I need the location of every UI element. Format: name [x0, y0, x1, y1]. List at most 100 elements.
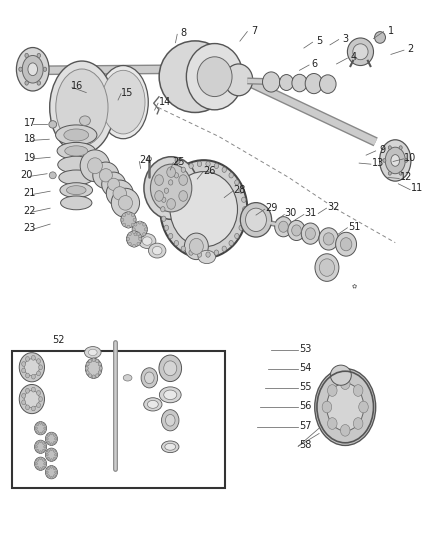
- Ellipse shape: [19, 353, 45, 382]
- Ellipse shape: [47, 475, 49, 477]
- Text: 53: 53: [299, 344, 311, 354]
- Ellipse shape: [92, 358, 95, 362]
- Ellipse shape: [132, 228, 135, 231]
- Ellipse shape: [99, 367, 102, 370]
- Ellipse shape: [239, 188, 244, 193]
- Ellipse shape: [320, 75, 336, 93]
- Ellipse shape: [143, 223, 145, 226]
- Ellipse shape: [53, 467, 56, 470]
- Ellipse shape: [88, 359, 92, 363]
- Ellipse shape: [162, 197, 166, 203]
- Ellipse shape: [161, 207, 165, 212]
- Ellipse shape: [32, 356, 35, 360]
- Ellipse shape: [46, 432, 57, 446]
- Ellipse shape: [383, 159, 386, 163]
- Ellipse shape: [86, 362, 89, 366]
- Ellipse shape: [133, 244, 136, 247]
- Ellipse shape: [138, 221, 141, 224]
- Ellipse shape: [359, 401, 368, 413]
- Ellipse shape: [44, 427, 46, 430]
- Ellipse shape: [174, 173, 179, 178]
- Ellipse shape: [322, 401, 332, 413]
- Ellipse shape: [123, 223, 126, 227]
- Ellipse shape: [222, 246, 226, 252]
- Ellipse shape: [340, 238, 352, 251]
- Ellipse shape: [137, 232, 140, 236]
- Ellipse shape: [181, 246, 185, 252]
- Ellipse shape: [167, 167, 176, 177]
- Ellipse shape: [197, 252, 201, 257]
- Ellipse shape: [167, 199, 176, 209]
- Ellipse shape: [224, 64, 253, 96]
- Ellipse shape: [44, 463, 46, 465]
- Ellipse shape: [206, 252, 210, 257]
- Ellipse shape: [148, 400, 158, 408]
- Ellipse shape: [36, 391, 40, 395]
- Ellipse shape: [197, 161, 201, 166]
- Ellipse shape: [128, 232, 131, 236]
- Ellipse shape: [399, 146, 402, 149]
- Ellipse shape: [111, 188, 140, 217]
- Ellipse shape: [305, 74, 322, 94]
- Ellipse shape: [88, 374, 92, 377]
- Ellipse shape: [235, 180, 239, 185]
- Ellipse shape: [36, 459, 39, 462]
- Ellipse shape: [222, 167, 226, 172]
- Text: 4: 4: [351, 52, 357, 62]
- Ellipse shape: [60, 196, 92, 210]
- Ellipse shape: [353, 44, 368, 60]
- Ellipse shape: [152, 246, 162, 255]
- Ellipse shape: [53, 450, 56, 453]
- Ellipse shape: [328, 385, 337, 397]
- Ellipse shape: [28, 63, 38, 76]
- Ellipse shape: [64, 129, 88, 141]
- Ellipse shape: [127, 237, 130, 240]
- Ellipse shape: [229, 173, 233, 178]
- Text: 21: 21: [24, 188, 36, 198]
- Ellipse shape: [25, 357, 29, 361]
- Ellipse shape: [46, 471, 48, 473]
- Ellipse shape: [53, 441, 56, 444]
- Ellipse shape: [301, 223, 320, 244]
- Ellipse shape: [128, 242, 131, 245]
- Ellipse shape: [189, 238, 203, 254]
- Ellipse shape: [108, 178, 120, 190]
- Ellipse shape: [197, 57, 232, 96]
- Ellipse shape: [42, 431, 45, 433]
- Ellipse shape: [353, 418, 363, 430]
- Text: 25: 25: [173, 157, 185, 166]
- Ellipse shape: [99, 168, 113, 182]
- Ellipse shape: [80, 116, 90, 125]
- Ellipse shape: [405, 159, 408, 163]
- Ellipse shape: [88, 158, 102, 174]
- Ellipse shape: [162, 410, 179, 431]
- Ellipse shape: [42, 459, 45, 462]
- Ellipse shape: [53, 475, 56, 477]
- Ellipse shape: [36, 403, 40, 408]
- Ellipse shape: [35, 446, 37, 448]
- Ellipse shape: [39, 440, 42, 443]
- Ellipse shape: [239, 225, 244, 230]
- Ellipse shape: [49, 172, 56, 179]
- Text: 58: 58: [299, 440, 311, 450]
- Ellipse shape: [98, 362, 101, 366]
- Ellipse shape: [336, 232, 357, 256]
- Ellipse shape: [67, 185, 86, 195]
- Text: 1: 1: [388, 26, 394, 36]
- Ellipse shape: [25, 389, 29, 393]
- Ellipse shape: [240, 203, 272, 237]
- Ellipse shape: [133, 230, 136, 233]
- Ellipse shape: [36, 449, 39, 452]
- Ellipse shape: [36, 442, 39, 445]
- Ellipse shape: [50, 459, 53, 462]
- Ellipse shape: [144, 157, 198, 219]
- Ellipse shape: [164, 361, 177, 376]
- Ellipse shape: [121, 212, 136, 228]
- Ellipse shape: [85, 358, 102, 378]
- Ellipse shape: [42, 449, 45, 452]
- Ellipse shape: [186, 44, 243, 110]
- Ellipse shape: [113, 187, 127, 200]
- Ellipse shape: [50, 466, 53, 469]
- Ellipse shape: [88, 349, 97, 356]
- Ellipse shape: [36, 359, 40, 364]
